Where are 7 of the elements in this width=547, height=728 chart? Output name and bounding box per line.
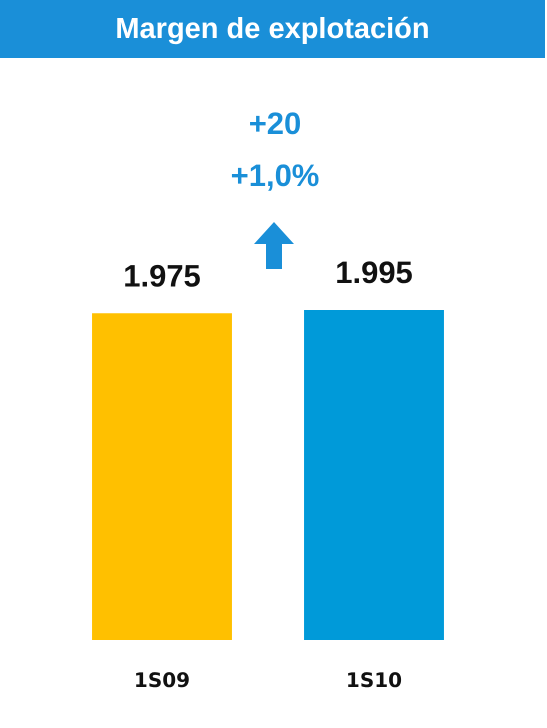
x-tick-label: 1S10 bbox=[346, 668, 402, 692]
chart-title: Margen de explotación bbox=[0, 0, 545, 58]
text: +1,0% bbox=[230, 158, 320, 194]
x-tick-label: 1S09 bbox=[134, 668, 190, 692]
data-label: 1.995 bbox=[335, 255, 413, 290]
text: +20 bbox=[248, 106, 302, 142]
data-label: 1.975 bbox=[123, 258, 201, 294]
